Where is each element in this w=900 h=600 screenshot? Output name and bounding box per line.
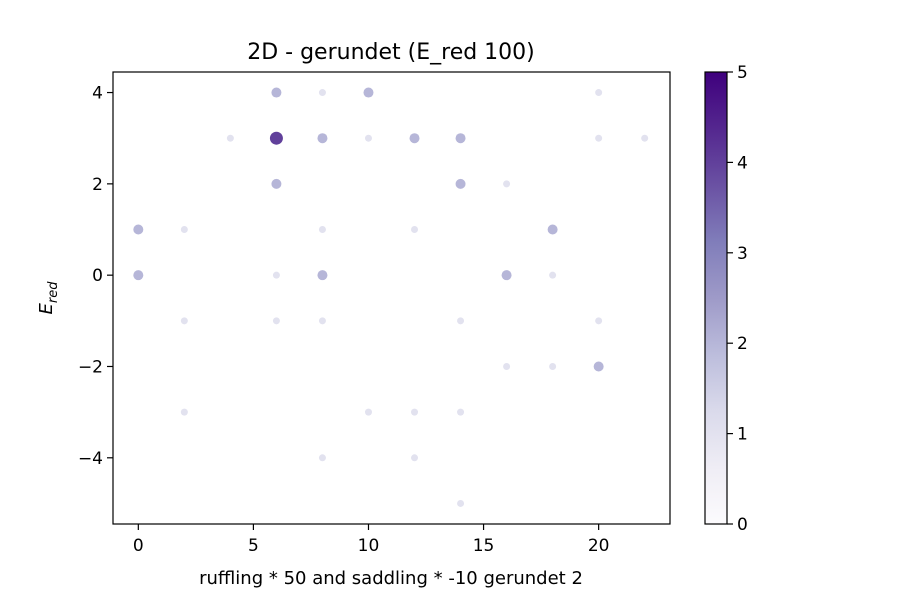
- scatter-point: [318, 454, 326, 462]
- x-tick-label: 5: [248, 536, 259, 556]
- scatter-point: [269, 131, 283, 145]
- scatter-point: [549, 271, 557, 279]
- scatter-point: [364, 134, 372, 142]
- y-tick-label: 4: [92, 84, 103, 104]
- scatter-point: [503, 180, 511, 188]
- colorbar-ticks: 0 1 2 3 4 5: [727, 63, 748, 535]
- y-tick-label: 0: [92, 266, 103, 286]
- scatter-point: [133, 224, 144, 235]
- y-axis-label-main: E: [36, 302, 57, 314]
- scatter-point: [549, 362, 557, 370]
- scatter-point: [411, 408, 419, 416]
- scatter-point: [180, 408, 188, 416]
- scatter-point: [411, 454, 419, 462]
- scatter-point: [272, 271, 280, 279]
- scatter-point: [457, 408, 465, 416]
- x-tick-label: 15: [473, 536, 495, 556]
- y-tick-label: 2: [92, 175, 103, 195]
- scatter-point: [595, 317, 603, 325]
- scatter-point: [411, 226, 419, 234]
- scatter-point: [457, 499, 465, 507]
- scatter-point: [272, 317, 280, 325]
- scatter-point: [317, 133, 328, 144]
- scatter-point: [318, 317, 326, 325]
- x-tick-label: 0: [133, 536, 144, 556]
- scatter-point: [180, 226, 188, 234]
- y-axis-label: Ered: [36, 281, 61, 315]
- scatter-point: [455, 133, 466, 144]
- scatter-point: [547, 224, 558, 235]
- scatter-point: [641, 134, 649, 142]
- scatter-point: [595, 89, 603, 97]
- colorbar-tick-label: 5: [737, 63, 748, 83]
- scatter-point: [503, 362, 511, 370]
- scatter-point: [457, 317, 465, 325]
- x-tick-label: 10: [358, 536, 380, 556]
- scatter-point: [133, 270, 144, 281]
- x-axis-ticks: 0 5 10 15 20: [133, 524, 610, 556]
- scatter-point: [271, 178, 282, 189]
- y-axis-label-sub: red: [46, 281, 61, 303]
- y-tick-label: −4: [78, 449, 103, 469]
- plot-frame: [112, 71, 671, 525]
- colorbar-tick-label: 4: [737, 153, 748, 173]
- colorbar-tick-label: 3: [737, 244, 748, 264]
- x-axis-label: ruffling * 50 and saddling * -10 gerunde…: [199, 568, 583, 589]
- scatter-point: [364, 408, 372, 416]
- colorbar-tick-label: 2: [737, 334, 748, 354]
- colorbar-tick-label: 0: [737, 515, 748, 535]
- scatter-point: [180, 317, 188, 325]
- scatter-point: [363, 87, 374, 98]
- scatter-point: [271, 87, 282, 98]
- scatter-point: [226, 134, 234, 142]
- scatter-point: [317, 270, 328, 281]
- scatter-point: [595, 134, 603, 142]
- y-axis-ticks: −4 −2 0 2 4: [78, 84, 113, 469]
- scatter-point: [593, 361, 604, 372]
- scatter-points: [133, 87, 649, 507]
- scatter-point: [318, 89, 326, 97]
- colorbar-tick-label: 1: [737, 425, 748, 445]
- scatter-point: [318, 226, 326, 234]
- scatter-point: [409, 133, 420, 144]
- chart-title: 2D - gerundet (E_red 100): [247, 40, 535, 65]
- colorbar: [704, 71, 728, 525]
- scatter-point: [501, 270, 512, 281]
- scatter-point: [455, 178, 466, 189]
- x-tick-label: 20: [588, 536, 610, 556]
- y-tick-label: −2: [78, 357, 103, 377]
